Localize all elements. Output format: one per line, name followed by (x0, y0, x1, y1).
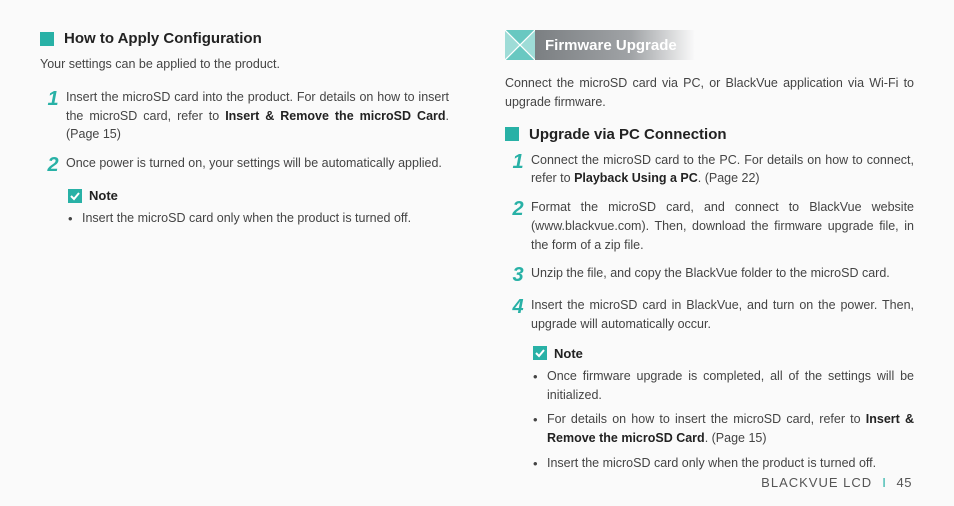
right-column: Firmware Upgrade Connect the microSD car… (477, 0, 954, 506)
note-block: Note Once firmware upgrade is completed,… (533, 346, 914, 473)
note-label: Note (554, 346, 583, 361)
square-icon (505, 127, 519, 141)
footer-separator: I (882, 475, 886, 490)
note-list: Once firmware upgrade is completed, all … (533, 367, 914, 473)
section-heading-config: How to Apply Configuration (40, 30, 449, 47)
steps-list: 1 Connect the microSD card to the PC. Fo… (505, 151, 914, 334)
section-heading-upgrade: Upgrade via PC Connection (505, 126, 914, 143)
step-text: Insert the microSD card into the product… (66, 88, 449, 144)
step-item: 2 Format the microSD card, and connect t… (505, 198, 914, 254)
banner-pattern-icon (505, 30, 535, 60)
step-text: Once power is turned on, your settings w… (66, 154, 449, 176)
note-label: Note (89, 188, 118, 203)
note-item: Insert the microSD card only when the pr… (68, 209, 449, 228)
note-list: Insert the microSD card only when the pr… (68, 209, 449, 228)
note-header: Note (533, 346, 914, 361)
step-text: Unzip the file, and copy the BlackVue fo… (531, 264, 914, 286)
check-icon (68, 189, 82, 203)
intro-text: Your settings can be applied to the prod… (40, 55, 449, 74)
step-number: 3 (505, 264, 531, 286)
note-header: Note (68, 188, 449, 203)
page-footer: BLACKVUE LCD I 45 (761, 475, 912, 490)
step-number: 1 (505, 151, 531, 189)
note-item: Insert the microSD card only when the pr… (533, 454, 914, 473)
step-text: Insert the microSD card in BlackVue, and… (531, 296, 914, 334)
manual-page: How to Apply Configuration Your settings… (0, 0, 954, 506)
step-number: 4 (505, 296, 531, 334)
heading-text: Upgrade via PC Connection (529, 126, 727, 143)
note-block: Note Insert the microSD card only when t… (68, 188, 449, 228)
step-number: 2 (40, 154, 66, 176)
note-item: Once firmware upgrade is completed, all … (533, 367, 914, 405)
step-item: 1 Insert the microSD card into the produ… (40, 88, 449, 144)
step-text: Format the microSD card, and connect to … (531, 198, 914, 254)
steps-list: 1 Insert the microSD card into the produ… (40, 88, 449, 176)
step-number: 1 (40, 88, 66, 144)
footer-page: 45 (897, 475, 912, 490)
step-item: 2 Once power is turned on, your settings… (40, 154, 449, 176)
step-item: 1 Connect the microSD card to the PC. Fo… (505, 151, 914, 189)
step-item: 4 Insert the microSD card in BlackVue, a… (505, 296, 914, 334)
intro-text: Connect the microSD card via PC, or Blac… (505, 74, 914, 112)
left-column: How to Apply Configuration Your settings… (0, 0, 477, 506)
chapter-banner: Firmware Upgrade (505, 30, 914, 60)
footer-brand: BLACKVUE LCD (761, 475, 872, 490)
step-item: 3 Unzip the file, and copy the BlackVue … (505, 264, 914, 286)
check-icon (533, 346, 547, 360)
step-text: Connect the microSD card to the PC. For … (531, 151, 914, 189)
step-number: 2 (505, 198, 531, 254)
heading-text: How to Apply Configuration (64, 30, 262, 47)
square-icon (40, 32, 54, 46)
banner-title: Firmware Upgrade (535, 30, 695, 60)
note-item: For details on how to insert the microSD… (533, 410, 914, 448)
